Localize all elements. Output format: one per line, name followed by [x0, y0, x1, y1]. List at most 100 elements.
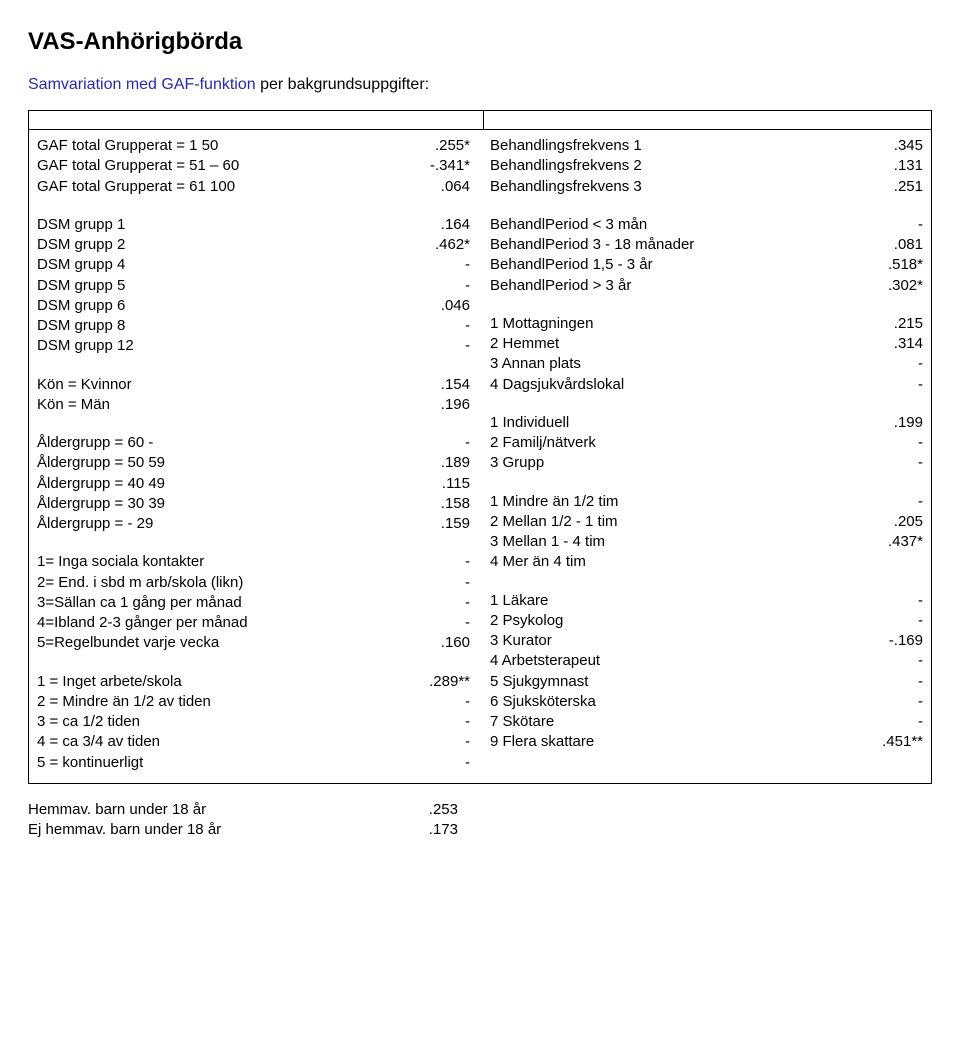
row-value: .255* [406, 136, 470, 156]
row-label: BehandlPeriod < 3 mån [490, 215, 653, 235]
data-row: Åldergrupp = 40 49.115 [37, 474, 470, 494]
row-label: 5=Regelbundet varje vecka [37, 633, 225, 653]
row-label: DSM grupp 2 [37, 235, 131, 255]
row-label: 3 Grupp [490, 453, 550, 473]
group-gap [37, 197, 470, 215]
group-gap [37, 534, 470, 552]
data-row: 4 Arbetsterapeut- [490, 651, 923, 671]
row-value [859, 552, 923, 572]
row-value: - [406, 276, 470, 296]
row-value: - [859, 453, 923, 473]
data-row: 4 Mer än 4 tim [490, 552, 923, 572]
data-row: DSM grupp 1.164 [37, 215, 470, 235]
data-row: 3 Annan plats- [490, 354, 923, 374]
row-value: .158 [406, 494, 470, 514]
row-value: - [859, 611, 923, 631]
row-label: DSM grupp 8 [37, 316, 131, 336]
row-value: - [406, 732, 470, 752]
row-value: .159 [406, 514, 470, 534]
data-row: Kön = Män.196 [37, 395, 470, 415]
row-value: .345 [859, 136, 923, 156]
row-label: 3 = ca 1/2 tiden [37, 712, 146, 732]
data-row: 1 Läkare - [490, 591, 923, 611]
row-value: -.341* [406, 156, 470, 176]
row-label: 1 Mindre än 1/2 tim [490, 492, 624, 512]
row-label: GAF total Grupperat = 51 – 60 [37, 156, 245, 176]
data-row: 5 = kontinuerligt- [37, 753, 470, 773]
data-row: 4=Ibland 2-3 gånger per månad - [37, 613, 470, 633]
row-label: 7 Skötare [490, 712, 560, 732]
data-row: GAF total Grupperat = 61 100.064 [37, 177, 470, 197]
data-row: DSM grupp 8- [37, 316, 470, 336]
row-value: .081 [859, 235, 923, 255]
row-label: DSM grupp 6 [37, 296, 131, 316]
row-label: 3 Mellan 1 - 4 tim [490, 532, 611, 552]
row-label: 1 Mottagningen [490, 314, 599, 334]
row-value: - [859, 354, 923, 374]
data-row: 1 Individuell .199 [490, 413, 923, 433]
data-row: Behandlingsfrekvens 2.131 [490, 156, 923, 176]
row-value: - [406, 593, 470, 613]
row-label: 2 Mellan 1/2 - 1 tim [490, 512, 624, 532]
row-label: 4 = ca 3/4 av tiden [37, 732, 166, 752]
data-row: 2 Familj/nätverk - [490, 433, 923, 453]
group-gap [490, 296, 923, 314]
data-row: 1= Inga sociala kontakter- [37, 552, 470, 572]
row-value: - [406, 573, 470, 593]
data-row: 5 Sjukgymnast- [490, 672, 923, 692]
data-row: Kön = Kvinnor.154 [37, 375, 470, 395]
data-table: GAF total Grupperat = 1 50.255*GAF total… [28, 110, 932, 784]
row-label: Behandlingsfrekvens 1 [490, 136, 648, 156]
row-value: -.169 [859, 631, 923, 651]
row-value: .160 [406, 633, 470, 653]
data-row: Behandlingsfrekvens 3 .251 [490, 177, 923, 197]
row-label: Åldergrupp = 60 - [37, 433, 159, 453]
row-label: 2 Familj/nätverk [490, 433, 602, 453]
data-row: 2 Psykolog - [490, 611, 923, 631]
row-label: 4=Ibland 2-3 gånger per månad [37, 613, 254, 633]
row-value: .251 [859, 177, 923, 197]
row-value: .451** [859, 732, 923, 752]
data-row: Åldergrupp = 30 39.158 [37, 494, 470, 514]
row-label: Hemmav. barn under 18 år [28, 800, 212, 820]
row-value: .189 [406, 453, 470, 473]
row-value: - [859, 672, 923, 692]
data-row: DSM grupp 2.462* [37, 235, 470, 255]
row-label: Behandlingsfrekvens 3 [490, 177, 648, 197]
subtitle-highlight: Samvariation med GAF-funktion [28, 76, 256, 93]
row-value: .289** [406, 672, 470, 692]
row-label: DSM grupp 4 [37, 255, 131, 275]
row-value: - [859, 492, 923, 512]
row-label: 6 Sjuksköterska [490, 692, 602, 712]
row-value: - [406, 692, 470, 712]
row-value: .046 [406, 296, 470, 316]
data-row: DSM grupp 4- [37, 255, 470, 275]
row-value: - [406, 712, 470, 732]
data-row: 6 Sjuksköterska- [490, 692, 923, 712]
row-label: DSM grupp 1 [37, 215, 131, 235]
group-gap [37, 415, 470, 433]
row-label: 2 = Mindre än 1/2 av tiden [37, 692, 217, 712]
subtitle-suffix: per bakgrundsuppgifter: [256, 76, 429, 93]
row-label: 4 Dagsjukvårdslokal [490, 375, 630, 395]
data-row: 2 Mellan 1/2 - 1 tim.205 [490, 512, 923, 532]
data-row: BehandlPeriod > 3 år.302* [490, 276, 923, 296]
row-label: Åldergrupp = - 29 [37, 514, 159, 534]
row-value: .199 [859, 413, 923, 433]
group-gap [490, 197, 923, 215]
data-row: 3=Sällan ca 1 gång per månad- [37, 593, 470, 613]
data-row: BehandlPeriod 1,5 - 3 år.518* [490, 255, 923, 275]
row-label: 2 Psykolog [490, 611, 569, 631]
row-value: - [859, 591, 923, 611]
row-value: - [859, 215, 923, 235]
right-column: Behandlingsfrekvens 1.345Behandlingsfrek… [490, 136, 923, 773]
data-row: DSM grupp 6 .046 [37, 296, 470, 316]
row-value: .173 [394, 820, 458, 840]
row-value: - [859, 375, 923, 395]
row-value: - [406, 613, 470, 633]
row-label: DSM grupp 12 [37, 336, 140, 356]
row-value: .437* [859, 532, 923, 552]
row-label: 1 Läkare [490, 591, 554, 611]
row-value: - [859, 433, 923, 453]
row-label: 1 Individuell [490, 413, 575, 433]
